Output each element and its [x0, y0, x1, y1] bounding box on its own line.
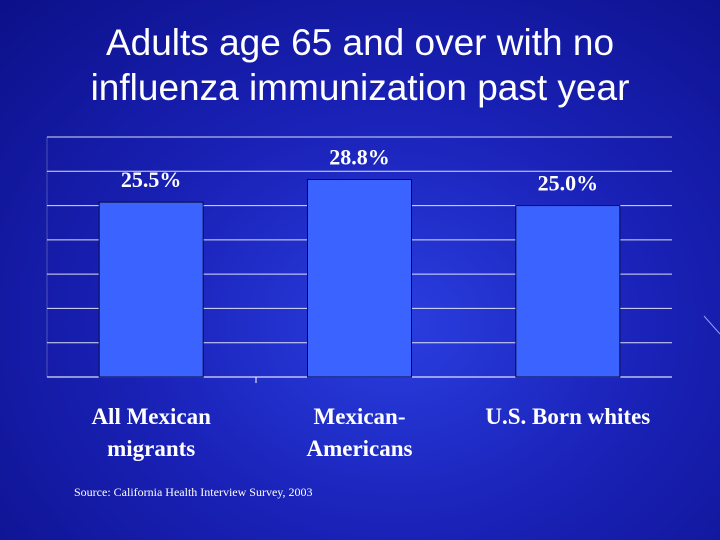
- data-label: 25.0%: [538, 171, 599, 196]
- category-label: Mexican-: [314, 404, 406, 429]
- bar: [307, 179, 412, 378]
- category-label: Americans: [306, 436, 412, 461]
- slide-title-line-2: influenza immunization past year: [90, 67, 630, 108]
- category-label: U.S. Born whites: [485, 404, 650, 429]
- bar: [98, 201, 204, 378]
- decorative-stroke: [703, 315, 720, 335]
- category-label: migrants: [107, 436, 195, 461]
- bar: [515, 205, 621, 378]
- data-label: 25.5%: [121, 167, 182, 192]
- slide-title: Adults age 65 and over with no influenza…: [0, 20, 720, 110]
- source-note: Source: California Health Interview Surv…: [74, 485, 313, 499]
- category-label: All Mexican: [91, 404, 211, 429]
- slide-title-line-1: Adults age 65 and over with no: [105, 22, 615, 63]
- data-label: 28.8%: [329, 145, 390, 170]
